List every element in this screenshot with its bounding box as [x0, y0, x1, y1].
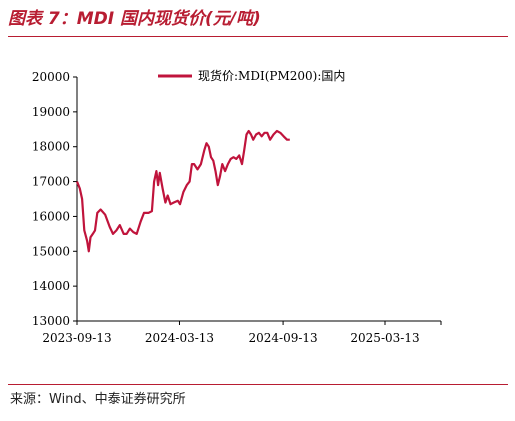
x-tick-label: 2023-09-13	[42, 331, 111, 345]
y-tick-label: 20000	[32, 70, 70, 84]
x-tick-label: 2024-09-13	[248, 331, 317, 345]
source-note: 来源：Wind、中泰证券研究所	[10, 392, 186, 407]
y-tick-label: 14000	[32, 279, 70, 293]
line-chart: 13000 14000 15000 16000 17000 18000 19000 20000…	[32, 68, 442, 345]
figure-title: 图表 7：MDI 国内现货价(元/吨)	[8, 9, 261, 29]
y-tick-label: 19000	[32, 105, 70, 119]
y-tick-label: 15000	[32, 244, 70, 258]
y-tick-label: 17000	[32, 175, 70, 189]
legend-label: 现货价:MDI(PM200):国内	[198, 68, 345, 83]
y-tick-label: 13000	[32, 314, 70, 328]
y-tick-label: 16000	[32, 209, 70, 223]
series-line	[75, 129, 290, 253]
chart-series	[75, 129, 290, 253]
chart-axes: 13000 14000 15000 16000 17000 18000 19000 20000…	[32, 70, 442, 345]
y-tick-label: 18000	[32, 140, 70, 154]
title-divider	[8, 36, 508, 37]
x-tick-label: 2024-03-13	[145, 331, 214, 345]
x-tick-label: 2025-03-13	[350, 331, 419, 345]
source-divider	[8, 384, 508, 385]
chart-legend: 现货价:MDI(PM200):国内	[158, 68, 345, 83]
